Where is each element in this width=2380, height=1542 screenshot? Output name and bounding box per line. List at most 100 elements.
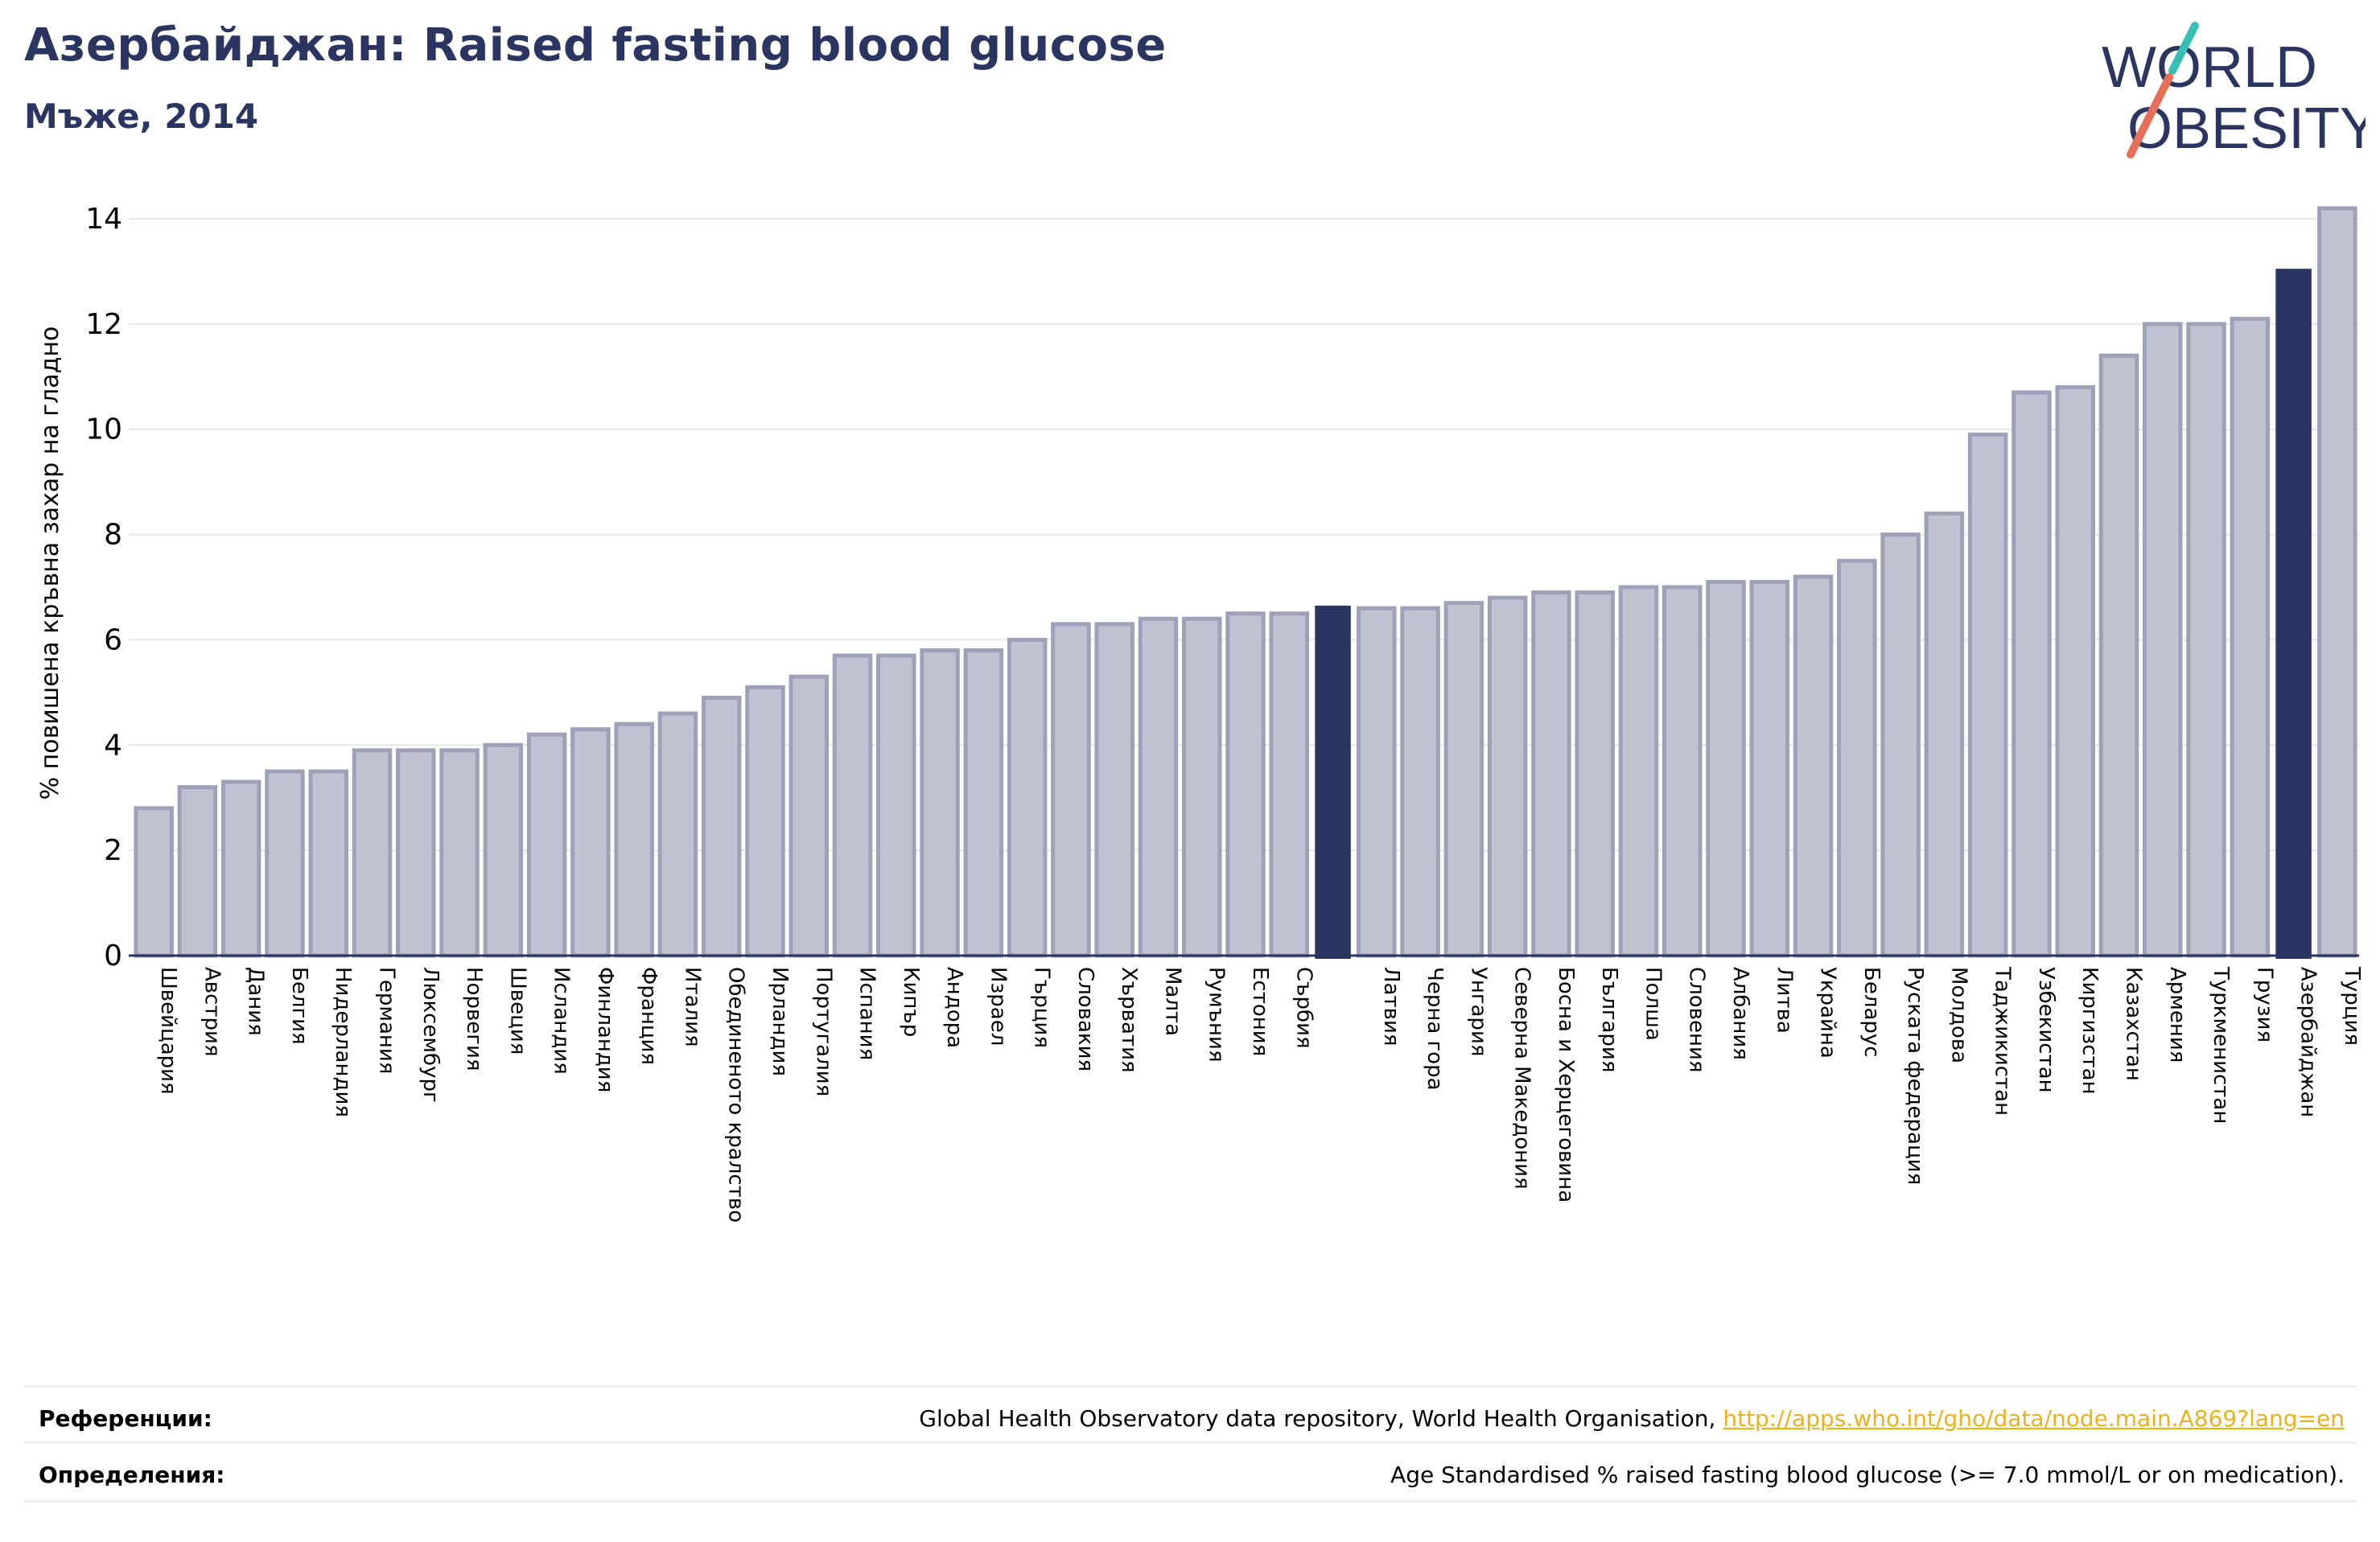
bars	[134, 206, 2357, 960]
y-axis: 0 2 4 6 8 10 12 14	[85, 203, 122, 972]
bar	[920, 648, 960, 958]
x-tick-label: Румъния	[1204, 967, 1229, 1063]
y-tick-label: 0	[104, 940, 122, 972]
references-text: Global Health Observatory data repositor…	[919, 1405, 2345, 1432]
bar	[1706, 579, 1746, 958]
bar	[2098, 353, 2139, 958]
definitions-text: Age Standardised % raised fasting blood …	[1390, 1462, 2345, 1488]
x-tick-label: Франция	[636, 967, 661, 1065]
bar	[701, 695, 742, 958]
x-tick-label: Казахстан	[2121, 967, 2145, 1081]
x-tick-label: Унгария	[1466, 967, 1490, 1056]
y-tick-label: 2	[104, 834, 122, 867]
x-tick-label: Латвия	[1379, 967, 1403, 1047]
y-axis-label: % повишена кръвна захар на гладно	[36, 327, 64, 800]
bar	[2055, 384, 2095, 958]
bar	[2186, 322, 2226, 958]
x-tick-label: Дания	[244, 967, 268, 1036]
bar	[1269, 611, 1310, 958]
bar	[1225, 611, 1266, 958]
references-row: Референции: Global Health Observatory da…	[24, 1385, 2357, 1444]
bar	[1357, 606, 1397, 958]
references-source: Global Health Observatory data repositor…	[919, 1405, 1723, 1432]
x-tick-label: Гърция	[1030, 967, 1054, 1048]
x-tick-label: Италия	[680, 967, 704, 1047]
x-tick-label: Хърватия	[1117, 967, 1141, 1073]
logo-word-world: WORLD	[2102, 35, 2317, 100]
x-tick-label: Нидерландия	[331, 967, 355, 1117]
x-tick-label: Албания	[1728, 967, 1752, 1060]
x-tick-label: Полша	[1641, 967, 1665, 1041]
bar	[1400, 606, 1440, 958]
x-tick-label: Швейцария	[156, 967, 180, 1095]
bar	[2275, 269, 2312, 960]
references-link[interactable]: http://apps.who.int/gho/data/node.main.A…	[1723, 1405, 2345, 1432]
bar	[1094, 622, 1134, 958]
x-tick-label: Андора	[942, 967, 966, 1048]
x-tick-label: България	[1597, 967, 1621, 1072]
bar	[1880, 533, 1921, 958]
definitions-label: Определения:	[39, 1462, 225, 1488]
x-tick-label: Словения	[1685, 967, 1709, 1073]
bar	[220, 779, 261, 958]
x-tick-label: Киргизстан	[2077, 967, 2102, 1095]
x-tick-label: Азербайджан	[2296, 967, 2320, 1117]
x-tick-label: Руската федерация	[1903, 967, 1927, 1185]
x-tick-label: Обединеното кралство	[724, 967, 748, 1223]
bar	[1924, 511, 1965, 958]
x-tick-label: Северна Македония	[1510, 967, 1534, 1190]
x-tick-label: Португалия	[811, 967, 835, 1096]
x-tick-label: Молдова	[1946, 967, 1970, 1063]
y-tick-label: 4	[104, 729, 122, 762]
bar	[2230, 316, 2271, 958]
bar	[177, 785, 218, 958]
bar	[439, 748, 480, 958]
x-tick-label: Босна и Херцеговина	[1554, 967, 1578, 1203]
bar	[570, 727, 611, 958]
bar	[1138, 616, 1179, 958]
x-tick-label: Словакия	[1073, 967, 1097, 1071]
x-tick-label: Испания	[855, 967, 879, 1060]
x-tick-label: Израел	[986, 967, 1010, 1046]
bar	[2143, 322, 2183, 958]
x-tick-label: Исландия	[550, 967, 574, 1075]
bar	[614, 722, 654, 958]
bar	[1315, 605, 1351, 959]
x-tick-label: Малта	[1160, 967, 1184, 1036]
bar	[1181, 616, 1222, 958]
bar	[1967, 432, 2008, 958]
bar	[876, 653, 916, 958]
x-axis: Швейцария Австрия Дания Белгия Нидерландия Ге…	[129, 954, 2364, 1223]
x-tick-label: Ирландия	[768, 967, 792, 1076]
definitions-row: Определения: Age Standardised % raised f…	[24, 1441, 2357, 1503]
bar-chart: 0 2 4 6 8 10 12 14 Швейцария Австрия Дания Белгия Н…	[36, 203, 2364, 1223]
bar	[308, 769, 348, 958]
logo-slash-coral	[2127, 73, 2173, 158]
bar	[657, 711, 698, 958]
bar	[2011, 390, 2052, 958]
bar	[832, 653, 873, 958]
x-tick-label: Норвегия	[462, 967, 486, 1071]
x-tick-label: Черна гора	[1423, 967, 1447, 1091]
x-tick-label: Литва	[1772, 967, 1796, 1034]
bar	[1661, 585, 1703, 958]
bar	[1749, 579, 1790, 958]
x-tick-label: Грузия	[2252, 967, 2276, 1042]
chart-title: Азербайджан: Raised fasting blood glucos…	[24, 19, 1167, 72]
bar	[745, 685, 785, 958]
x-tick-label: Сърбия	[1291, 967, 1316, 1049]
x-tick-label: Таджикистан	[1991, 966, 2015, 1116]
y-tick-label: 12	[85, 308, 122, 341]
x-tick-label: Германия	[375, 967, 399, 1074]
bar	[789, 674, 830, 958]
y-tick-label: 8	[104, 519, 122, 552]
y-tick-label: 6	[104, 623, 122, 656]
references-label: Референции:	[39, 1405, 212, 1432]
bar	[265, 769, 305, 958]
bar	[396, 748, 436, 958]
x-tick-label: Люксембург	[418, 967, 443, 1103]
bar	[1007, 637, 1048, 958]
bar	[1051, 622, 1091, 958]
x-tick-label: Кипър	[899, 967, 923, 1037]
y-tick-label: 14	[85, 203, 122, 236]
